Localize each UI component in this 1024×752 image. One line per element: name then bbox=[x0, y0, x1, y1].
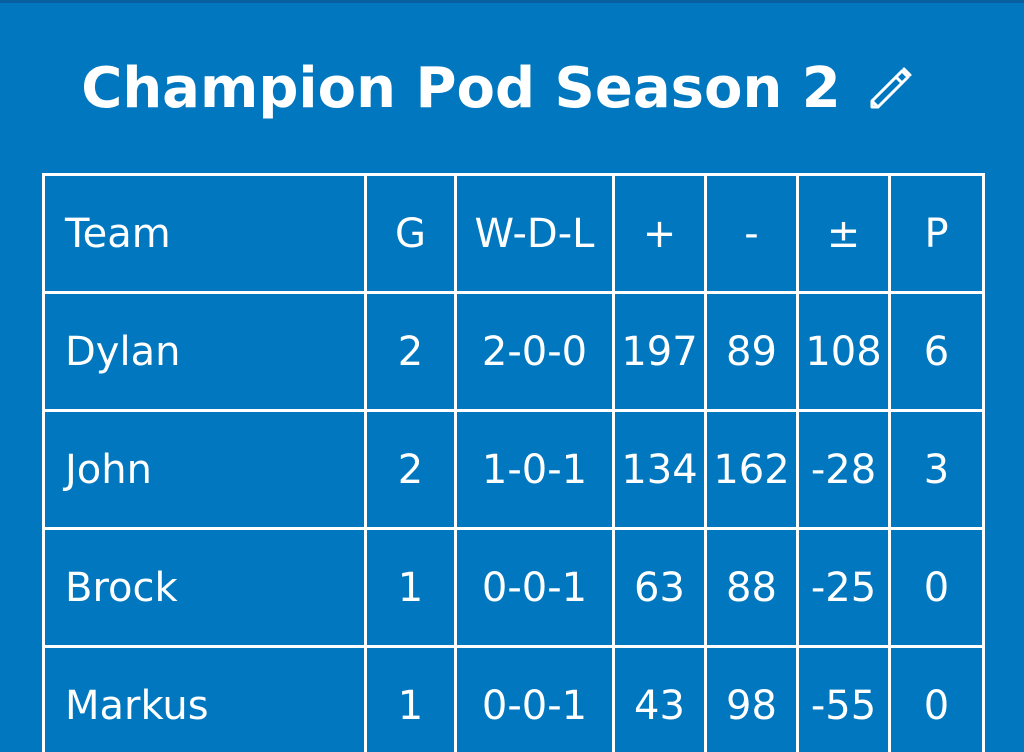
team-name-cell: Dylan bbox=[42, 291, 367, 412]
column-header-points[interactable]: P bbox=[888, 173, 985, 294]
record-cell: 1-0-1 bbox=[454, 409, 615, 530]
points-against-cell: 98 bbox=[704, 645, 799, 752]
team-name-cell: John bbox=[42, 409, 367, 530]
points-cell: 3 bbox=[888, 409, 985, 530]
point-difference-cell: 108 bbox=[796, 291, 891, 412]
column-header-team[interactable]: Team bbox=[42, 173, 367, 294]
points-against-cell: 89 bbox=[704, 291, 799, 412]
record-cell: 0-0-1 bbox=[454, 645, 615, 752]
games-cell: 2 bbox=[364, 409, 457, 530]
column-header-points-against[interactable]: - bbox=[704, 173, 799, 294]
header-row: Team G W-D-L + - ± P bbox=[42, 173, 985, 294]
column-header-games[interactable]: G bbox=[364, 173, 457, 294]
table-row[interactable]: Dylan 2 2-0-0 197 89 108 6 bbox=[42, 291, 985, 412]
column-header-point-difference[interactable]: ± bbox=[796, 173, 891, 294]
pencil-icon bbox=[870, 67, 912, 109]
column-header-points-for[interactable]: + bbox=[612, 173, 707, 294]
edit-title-button[interactable] bbox=[863, 60, 919, 116]
table-row[interactable]: Markus 1 0-0-1 43 98 -55 0 bbox=[42, 645, 985, 752]
points-cell: 0 bbox=[888, 527, 985, 648]
games-cell: 1 bbox=[364, 527, 457, 648]
team-name-cell: Brock bbox=[42, 527, 367, 648]
points-against-cell: 88 bbox=[704, 527, 799, 648]
title-row: Champion Pod Season 2 bbox=[0, 3, 1024, 173]
point-difference-cell: -55 bbox=[796, 645, 891, 752]
point-difference-cell: -28 bbox=[796, 409, 891, 530]
points-for-cell: 43 bbox=[612, 645, 707, 752]
standings-table: Team G W-D-L + - ± P Dylan 2 2-0-0 197 8… bbox=[42, 173, 985, 752]
point-difference-cell: -25 bbox=[796, 527, 891, 648]
record-cell: 2-0-0 bbox=[454, 291, 615, 412]
team-name-cell: Markus bbox=[42, 645, 367, 752]
record-cell: 0-0-1 bbox=[454, 527, 615, 648]
points-against-cell: 162 bbox=[704, 409, 799, 530]
points-cell: 6 bbox=[888, 291, 985, 412]
points-for-cell: 197 bbox=[612, 291, 707, 412]
games-cell: 2 bbox=[364, 291, 457, 412]
points-for-cell: 63 bbox=[612, 527, 707, 648]
points-cell: 0 bbox=[888, 645, 985, 752]
page-title: Champion Pod Season 2 bbox=[81, 55, 841, 121]
games-cell: 1 bbox=[364, 645, 457, 752]
column-header-record[interactable]: W-D-L bbox=[454, 173, 615, 294]
table-row[interactable]: John 2 1-0-1 134 162 -28 3 bbox=[42, 409, 985, 530]
points-for-cell: 134 bbox=[612, 409, 707, 530]
table-row[interactable]: Brock 1 0-0-1 63 88 -25 0 bbox=[42, 527, 985, 648]
